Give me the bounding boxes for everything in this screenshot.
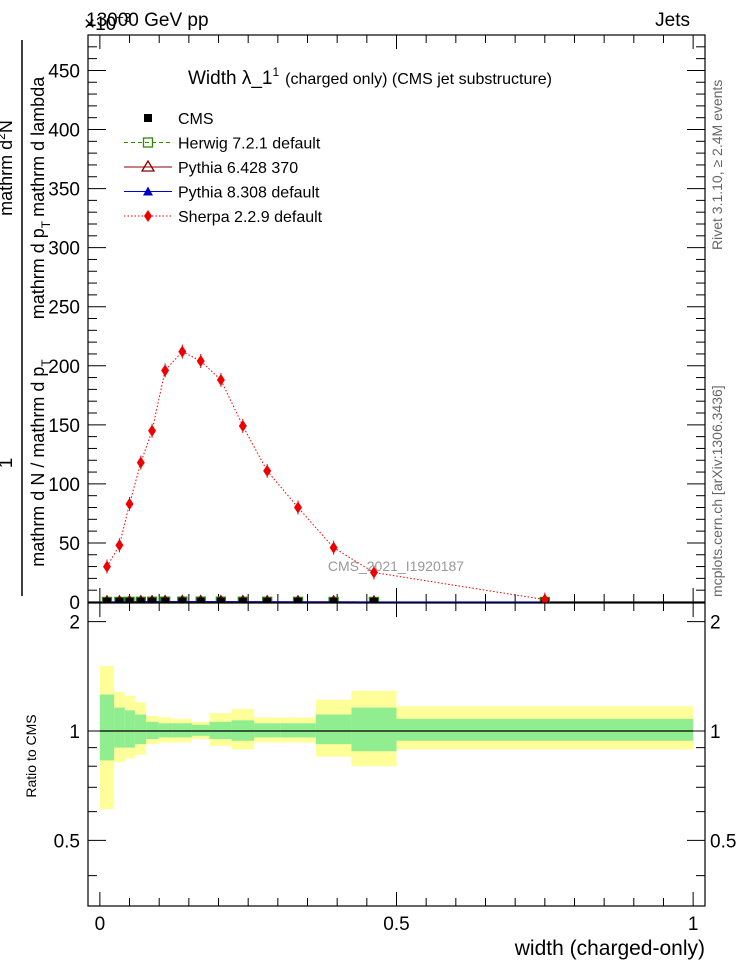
data-point (161, 364, 170, 377)
ratio-inner-band (99, 694, 115, 761)
main-y-tick-label: 100 (48, 475, 80, 496)
data-point (178, 597, 187, 606)
data-point (216, 373, 225, 386)
plot-title-main: Width λ_1 (188, 68, 272, 89)
data-point (148, 597, 157, 606)
data-point (238, 597, 247, 606)
data-point (125, 497, 134, 510)
ratio-inner-band (315, 714, 352, 745)
data-point (329, 541, 338, 554)
legend-label: CMS (178, 111, 214, 128)
ratio-inner-band (172, 723, 192, 738)
main-y-tick-label: 50 (59, 534, 80, 555)
ratio-inner-band (191, 724, 210, 736)
main-y-label-upper-line2: mathrm d pTmathrm d lambda (28, 76, 53, 319)
data-point (136, 456, 145, 469)
data-point (263, 597, 272, 606)
main-y-tick-label: 200 (48, 357, 80, 378)
process-label: Jets (655, 10, 690, 31)
series-line (106, 350, 545, 601)
data-point (238, 419, 247, 432)
ratio-inner-band (134, 714, 147, 745)
ratio-y-tick-label-right: 1 (710, 722, 721, 743)
data-point (263, 464, 272, 477)
main-y-label-upper: mathrm d2N (0, 120, 16, 216)
data-point (178, 345, 187, 358)
legend-label: Sherpa 2.2.9 default (178, 209, 323, 226)
data-point (136, 597, 145, 606)
data-point (115, 539, 124, 552)
main-y-tick-label: 450 (48, 61, 80, 82)
main-y-tick-label: 0 (69, 593, 80, 614)
legend-label: Pythia 6.428 370 (178, 160, 298, 177)
main-y-tick-label: 350 (48, 180, 80, 201)
legend-marker (143, 186, 153, 196)
x-tick-label: 0 (95, 914, 106, 935)
y-exponent-base: ×10 (84, 14, 116, 35)
main-y-tick-labels: 0 50 100 150 200 250 300 350 400 450 (48, 61, 80, 614)
ratio-inner-band (351, 707, 397, 752)
main-y-tick-label: 300 (48, 239, 80, 260)
data-point (102, 597, 111, 606)
ratio-y-label: Ratio to CMS (23, 714, 39, 797)
legend-marker (144, 114, 152, 122)
ratio-bands (99, 665, 694, 810)
energy-label: 13000 GeV pp (86, 10, 209, 31)
data-point (161, 597, 170, 606)
main-y-label-numerator: 1 (0, 458, 17, 469)
data-point (196, 597, 205, 606)
x-tick-labels: 0 0.5 1 (95, 914, 699, 935)
main-y-tick-label: 150 (48, 416, 80, 437)
plot-title-suffix: (charged only) (CMS jet substructure) (285, 71, 552, 88)
y-exponent-power: −3 (116, 10, 131, 25)
data-point (125, 597, 134, 606)
ratio-y-tick-label: 2 (69, 613, 80, 634)
main-y-label-denominator: mathrm d N / mathrm d pT (28, 359, 53, 567)
legend: CMS Herwig 7.2.1 default Pythia 6.428 370 P… (124, 111, 323, 226)
plot-title-sup: 1 (272, 65, 279, 79)
x-tick-label: 0.5 (383, 914, 409, 935)
legend-marker (140, 159, 156, 172)
data-point (369, 597, 378, 606)
ratio-inner-band (114, 707, 125, 748)
data-point (216, 597, 225, 606)
data-point (294, 501, 303, 514)
rivet-label: Rivet 3.1.10, ≥ 2.4M events (709, 80, 725, 250)
mcplots-label: mcplots.cern.ch [arXiv:1306.3436] (709, 385, 725, 597)
data-point (369, 566, 378, 579)
legend-label: Herwig 7.2.1 default (178, 136, 321, 153)
data-point (329, 597, 338, 606)
ratio-inner-band (280, 723, 316, 738)
ratio-y-tick-label-right: 2 (710, 613, 721, 634)
legend-label: Pythia 8.308 default (178, 185, 320, 202)
legend-marker (144, 210, 152, 222)
ratio-inner-band (396, 718, 694, 741)
ratio-inner-band (158, 723, 173, 738)
ratio-inner-band (254, 723, 281, 738)
ratio-axis-ticks: 0.5 0.5 1 1 2 2 (54, 603, 736, 906)
main-y-label: 1 mathrm d N / mathrm d pT mathrm d2N ma… (0, 40, 53, 596)
x-tick-label: 1 (688, 914, 699, 935)
analysis-watermark: CMS_2021_I1920187 (328, 558, 464, 574)
data-point (196, 355, 205, 368)
data-point (148, 424, 157, 437)
ratio-y-tick-label-right: 0.5 (710, 831, 736, 852)
data-point (115, 597, 124, 606)
main-y-tick-label: 250 (48, 298, 80, 319)
ratio-y-tick-label: 0.5 (54, 831, 80, 852)
data-point (294, 597, 303, 606)
main-y-tick-label: 400 (48, 121, 80, 142)
y-exponent-label: ×10−3 (84, 10, 131, 35)
data-point (102, 560, 111, 573)
x-axis-label: width (charged-only) (514, 937, 705, 960)
plot-title: Width λ_11 (charged only) (CMS jet substr… (188, 65, 552, 89)
ratio-y-tick-label: 1 (69, 722, 80, 743)
ratio-inner-band (124, 710, 135, 748)
main-axis-ticks (88, 35, 705, 603)
legend-marker (142, 137, 154, 148)
